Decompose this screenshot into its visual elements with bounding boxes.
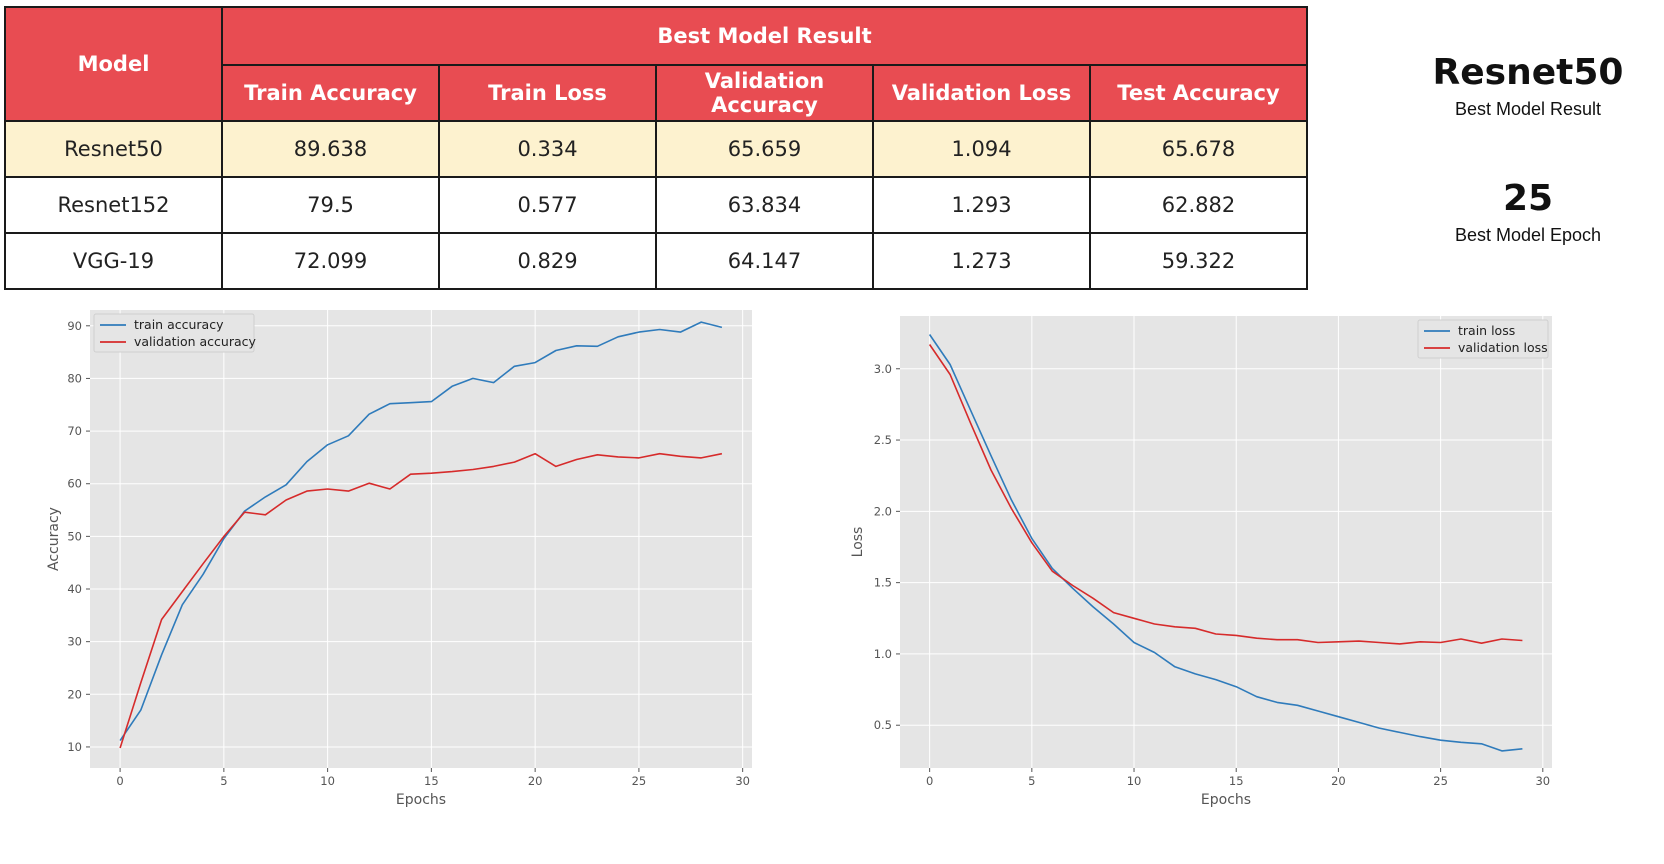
model-column-header: Model [4,6,223,122]
y-tick-label: 3.0 [874,362,892,376]
model-name-cell: Resnet50 [4,120,223,178]
value-cell: 1.273 [872,232,1091,290]
column-header: Validation Accuracy [655,64,874,122]
y-tick-label: 20 [67,687,82,701]
column-header: Validation Loss [872,64,1091,122]
value-cell: 0.829 [438,232,657,290]
y-tick-label: 40 [67,582,82,596]
value-cell: 0.577 [438,176,657,234]
y-tick-label: 2.5 [874,433,892,447]
y-tick-label: 90 [67,319,82,333]
validation-loss-line [928,344,1523,645]
model-name-cell: VGG-19 [4,232,223,290]
plot-area [90,310,752,768]
x-axis-label: Epochs [1201,792,1251,808]
y-tick-label: 10 [67,740,82,754]
x-tick-label: 10 [1127,774,1142,788]
best-epoch-caption: Best Model Epoch [1454,225,1602,245]
table-row: VGG-19 72.099 0.829 64.147 1.273 59.322 [4,232,1308,290]
best-model-name: Resnet50 [1432,52,1624,93]
results-table: Model Best Model Result Train Accuracy T… [4,6,1308,290]
x-axis-label: Epochs [396,792,446,808]
value-cell: 89.638 [221,120,440,178]
column-header: Train Accuracy [221,64,440,122]
train-loss-line [928,334,1523,752]
best-model-result-header: Best Model Result [221,6,1308,66]
y-tick-label: 70 [67,424,82,438]
y-tick-label: 1.5 [874,576,892,590]
x-tick-label: 10 [320,774,335,788]
table-row: Resnet152 79.5 0.577 63.834 1.293 62.882 [4,176,1308,234]
y-tick-label: 50 [67,529,82,543]
x-tick-label: 15 [1229,774,1244,788]
value-cell: 65.678 [1089,120,1308,178]
table-row: Resnet50 89.638 0.334 65.659 1.094 65.67… [4,120,1308,178]
legend-entry: train loss [1458,323,1515,338]
plot-area [900,316,1552,768]
legend-entry: validation loss [1458,340,1548,355]
value-cell: 1.094 [872,120,1091,178]
x-tick-label: 30 [735,774,750,788]
value-cell: 1.293 [872,176,1091,234]
y-axis-label: Loss [850,527,866,558]
x-tick-label: 25 [632,774,647,788]
train-accuracy-line [119,321,723,742]
legend-box [1417,319,1549,359]
best-model-caption: Best Model Result [1454,99,1602,119]
x-tick-label: 20 [528,774,543,788]
value-cell: 62.882 [1089,176,1308,234]
column-header: Test Accuracy [1089,64,1308,122]
best-epoch-value: 25 [1502,178,1554,219]
best-model-summary: Resnet50 Best Model Result [1408,52,1648,120]
y-axis-label: Accuracy [46,507,62,571]
x-tick-label: 20 [1331,774,1346,788]
legend-entry: train accuracy [134,317,224,332]
value-cell: 63.834 [655,176,874,234]
y-tick-label: 30 [67,635,82,649]
y-tick-label: 60 [67,477,82,491]
value-cell: 0.334 [438,120,657,178]
y-tick-label: 1.0 [874,647,892,661]
column-header: Train Loss [438,64,657,122]
model-name-cell: Resnet152 [4,176,223,234]
x-tick-label: 25 [1433,774,1448,788]
x-tick-label: 30 [1535,774,1550,788]
value-cell: 72.099 [221,232,440,290]
value-cell: 79.5 [221,176,440,234]
x-tick-label: 5 [1028,774,1035,788]
x-tick-label: 15 [424,774,439,788]
value-cell: 59.322 [1089,232,1308,290]
legend-box [93,313,255,353]
value-cell: 64.147 [655,232,874,290]
x-tick-label: 0 [926,774,933,788]
y-tick-label: 0.5 [874,718,892,732]
y-tick-label: 80 [67,371,82,385]
x-tick-label: 0 [116,774,123,788]
validation-accuracy-line [119,452,723,749]
y-tick-label: 2.0 [874,504,892,518]
legend-entry: validation accuracy [134,334,257,349]
value-cell: 65.659 [655,120,874,178]
x-tick-label: 5 [220,774,227,788]
best-epoch-summary: 25 Best Model Epoch [1408,178,1648,246]
